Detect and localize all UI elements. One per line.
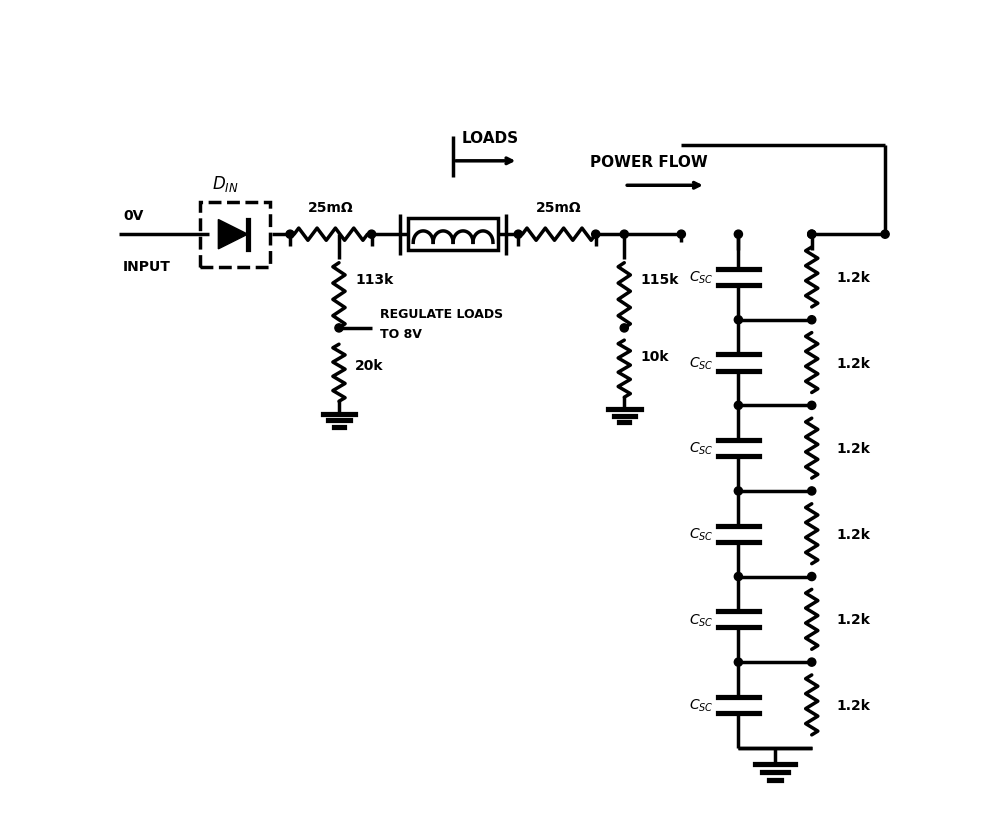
- Text: 1.2k: 1.2k: [835, 356, 870, 370]
- Polygon shape: [218, 220, 248, 249]
- Circle shape: [881, 231, 889, 239]
- Text: 10k: 10k: [640, 350, 668, 364]
- Text: TO 8V: TO 8V: [379, 328, 421, 341]
- Text: LOADS: LOADS: [460, 130, 518, 146]
- Circle shape: [733, 658, 741, 667]
- Text: $C_{SC}$: $C_{SC}$: [689, 526, 713, 542]
- Text: 25mΩ: 25mΩ: [308, 200, 353, 214]
- Text: REGULATE LOADS: REGULATE LOADS: [379, 307, 503, 320]
- Circle shape: [806, 402, 815, 410]
- Circle shape: [806, 573, 815, 581]
- Text: 1.2k: 1.2k: [835, 527, 870, 541]
- Text: 1.2k: 1.2k: [835, 271, 870, 285]
- Circle shape: [591, 231, 599, 239]
- Circle shape: [733, 231, 741, 239]
- Text: 25mΩ: 25mΩ: [536, 200, 582, 214]
- Text: 113k: 113k: [355, 272, 393, 286]
- Circle shape: [620, 231, 628, 239]
- Text: 115k: 115k: [640, 272, 678, 286]
- Circle shape: [806, 658, 815, 667]
- Text: INPUT: INPUT: [122, 259, 171, 273]
- Text: $C_{SC}$: $C_{SC}$: [689, 269, 713, 286]
- Text: 0V: 0V: [122, 209, 143, 223]
- Text: 1.2k: 1.2k: [835, 441, 870, 455]
- Text: $C_{SC}$: $C_{SC}$: [689, 611, 713, 628]
- Circle shape: [733, 316, 741, 325]
- Text: $C_{SC}$: $C_{SC}$: [689, 440, 713, 457]
- Circle shape: [335, 325, 343, 333]
- Text: $C_{SC}$: $C_{SC}$: [689, 355, 713, 371]
- Circle shape: [733, 402, 741, 410]
- Circle shape: [677, 231, 685, 239]
- Text: 1.2k: 1.2k: [835, 613, 870, 627]
- Circle shape: [806, 316, 815, 325]
- Bar: [201, 202, 270, 267]
- Circle shape: [514, 231, 522, 239]
- Circle shape: [286, 231, 294, 239]
- Text: 1.2k: 1.2k: [835, 698, 870, 712]
- Text: $C_{SC}$: $C_{SC}$: [689, 697, 713, 713]
- Circle shape: [620, 325, 628, 333]
- Text: 20k: 20k: [355, 359, 383, 372]
- Text: $D_{IN}$: $D_{IN}$: [212, 174, 238, 195]
- Circle shape: [806, 487, 815, 495]
- Circle shape: [733, 573, 741, 581]
- Circle shape: [367, 231, 375, 239]
- Circle shape: [806, 231, 815, 239]
- Circle shape: [733, 487, 741, 495]
- Text: POWER FLOW: POWER FLOW: [589, 155, 707, 170]
- Circle shape: [806, 231, 815, 239]
- Bar: [408, 219, 497, 251]
